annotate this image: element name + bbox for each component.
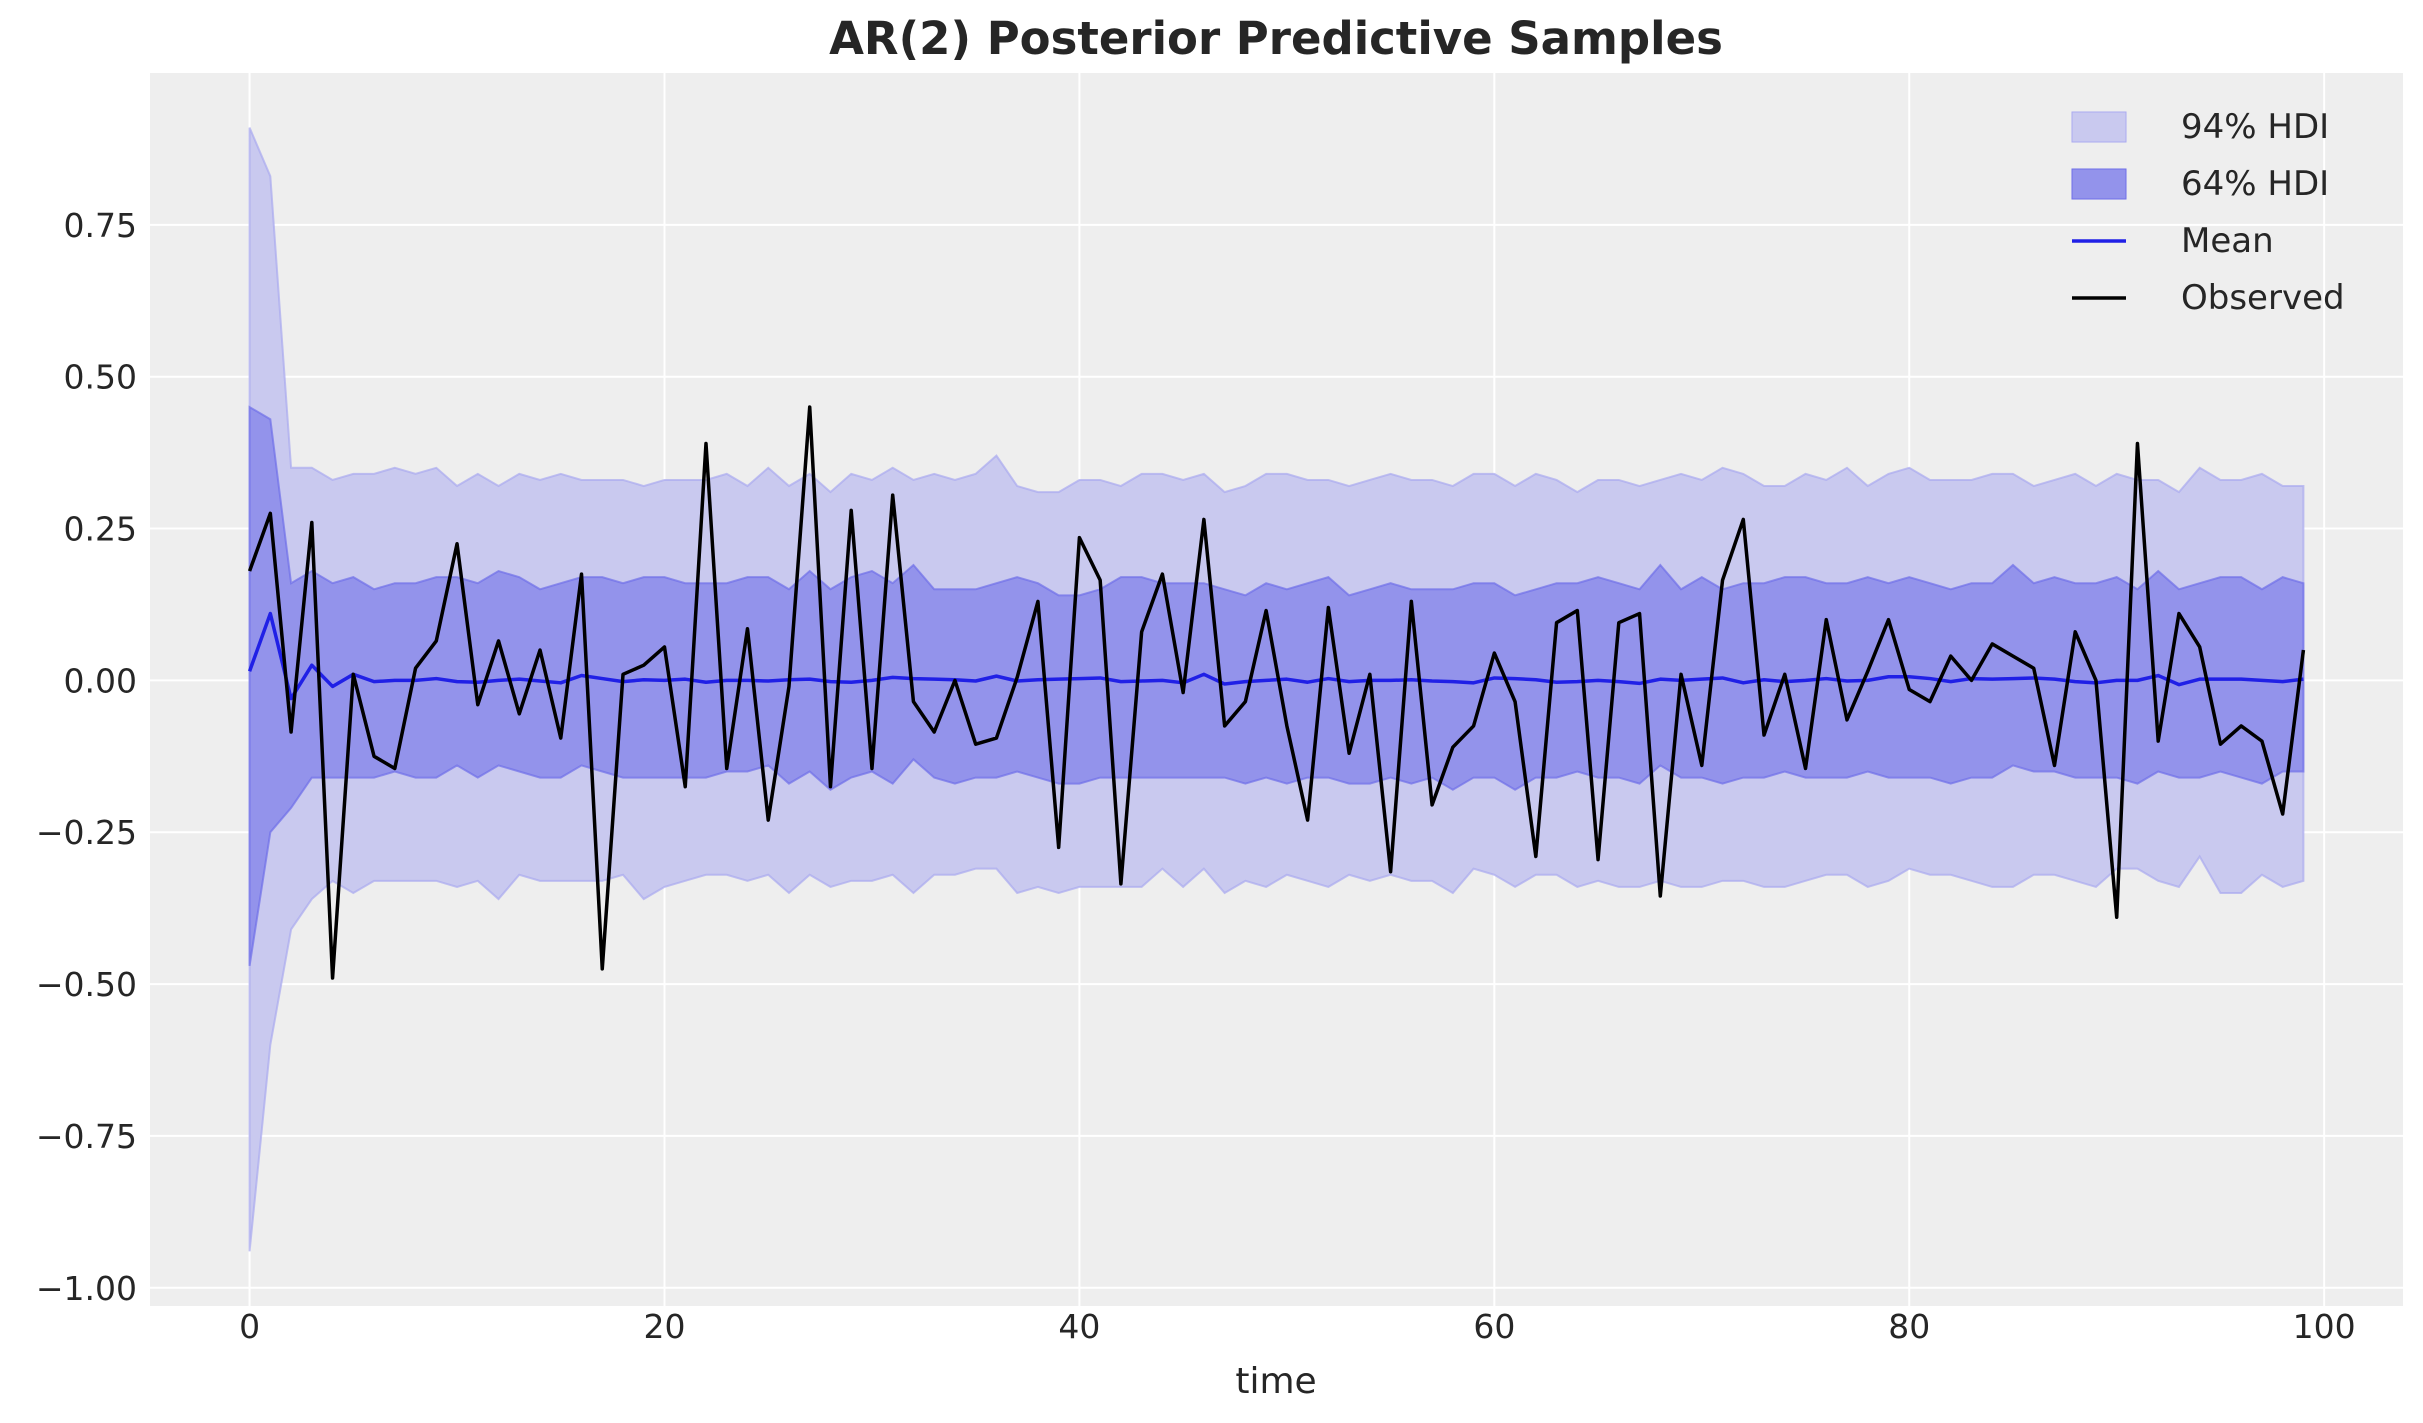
x-axis-ticks: 0 20 40 60 80 100 xyxy=(239,1307,2356,1346)
y-tick-label: −0.25 xyxy=(36,813,137,852)
series-lines xyxy=(247,405,2306,980)
legend-swatch-hdi64 xyxy=(2071,168,2127,200)
legend-label-hdi94: 94% HDI xyxy=(2181,107,2329,147)
x-tick-label: 0 xyxy=(239,1307,260,1346)
x-tick-label: 20 xyxy=(643,1307,685,1346)
x-tick-label: 100 xyxy=(2293,1307,2356,1346)
chart-title: AR(2) Posterior Predictive Samples xyxy=(829,12,1723,65)
legend-label-mean: Mean xyxy=(2181,221,2274,261)
y-tick-label: −1.00 xyxy=(36,1269,137,1308)
x-axis-label: time xyxy=(1235,1361,1316,1402)
y-axis-ticks: −1.00 −0.75 −0.50 −0.25 0.00 0.25 0.50 0.75 xyxy=(36,206,137,1308)
y-tick-label: 0.75 xyxy=(64,206,137,245)
legend-label-hdi64: 64% HDI xyxy=(2181,164,2329,204)
x-tick-label: 40 xyxy=(1058,1307,1100,1346)
y-tick-label: 0.00 xyxy=(64,661,137,700)
mean-line xyxy=(247,611,2304,701)
y-tick-label: 0.25 xyxy=(64,510,137,549)
x-tick-label: 80 xyxy=(1888,1307,1930,1346)
legend-label-observed: Observed xyxy=(2181,278,2345,318)
y-tick-label: 0.50 xyxy=(64,358,137,397)
x-tick-label: 60 xyxy=(1473,1307,1515,1346)
legend-swatch-hdi94 xyxy=(2071,111,2127,143)
hdi64-band xyxy=(248,405,2305,967)
legend: 94% HDI 64% HDI Mean Observed xyxy=(2071,107,2345,318)
y-tick-label: −0.75 xyxy=(36,1117,137,1156)
y-tick-label: −0.50 xyxy=(36,965,137,1004)
hdi-bands xyxy=(248,127,2305,1252)
observed-line xyxy=(247,405,2306,980)
